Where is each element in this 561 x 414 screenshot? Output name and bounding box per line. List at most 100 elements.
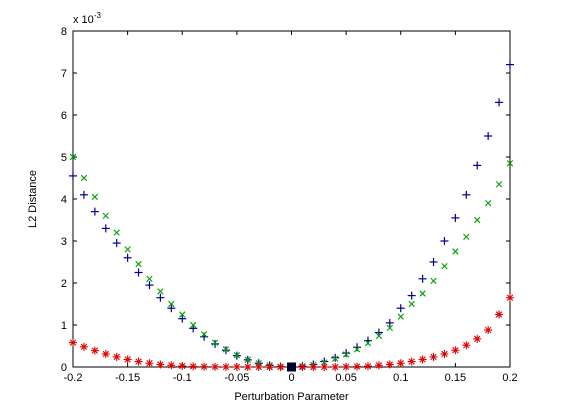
data-point-series-2 [69,153,77,161]
data-point-series-1 [495,98,504,107]
data-point-series-2 [364,339,372,347]
data-point-series-3 [331,363,340,371]
data-point-series-2 [474,216,481,224]
data-point-series-1 [418,274,427,283]
data-point-series-3 [69,338,77,347]
data-point-series-2 [91,193,99,201]
data-point-series-2 [463,233,470,240]
y-tick-label: 3 [61,236,67,248]
data-point-series-1 [112,239,121,248]
data-point-series-1 [429,258,438,266]
data-point-series-2 [80,174,88,182]
x-tick-label: 0.1 [393,372,408,384]
data-point-series-2 [452,248,459,255]
x-axis-label: Perturbation Parameter [234,391,349,403]
data-point-series-1 [178,314,187,323]
data-point-series-2 [189,321,197,329]
data-point-series-2 [211,339,219,346]
data-point-series-3 [418,355,427,364]
data-point-series-1 [101,224,110,233]
data-point-series-2 [244,356,251,364]
data-point-series-1 [156,293,165,302]
data-point-series-1 [211,339,220,348]
data-point-series-2 [157,288,164,295]
data-point-series-3 [396,359,405,368]
data-point-series-3 [156,360,165,369]
data-point-series-3 [232,362,241,371]
highlight-point [287,362,296,372]
data-point-series-1 [221,346,230,355]
y-tick-label: 4 [61,194,67,206]
y-tick-label: 0 [61,362,67,374]
data-point-series-1 [90,207,99,216]
data-point-series-3 [211,362,220,371]
data-point-series-2 [124,246,131,253]
data-point-series-3 [495,310,504,319]
data-point-series-2 [135,260,142,268]
data-point-series-2 [102,212,109,219]
data-point-series-3 [112,352,121,361]
x-tick-label: -0.2 [64,372,83,384]
data-point-series-3 [145,359,154,368]
data-point-series-2 [146,275,153,282]
data-point-series-2 [179,311,186,318]
data-point-series-3 [276,363,285,371]
y-axis-ticks: 0 1 2 3 4 5 6 7 8 [61,26,510,374]
y-axis-exponent-power: -3 [94,11,102,20]
data-point-series-2 [375,332,383,340]
data-point-series-2 [430,277,437,285]
y-axis-exponent-base: x 10 [73,14,94,26]
data-point-series-2 [484,200,492,207]
data-point-series-1 [167,304,176,313]
y-axis-exponent: x 10-3 [73,11,101,26]
data-point-series-1 [451,213,460,222]
axes-box [72,30,511,368]
data-point-series-1 [440,237,449,245]
data-point-series-1 [123,253,132,262]
y-tick-label: 2 [61,278,67,290]
data-point-series-2 [222,346,230,353]
y-tick-label: 7 [61,68,67,80]
y-tick-label: 6 [61,110,67,122]
data-point-series-3 [407,357,416,366]
data-point-series-1 [396,304,405,313]
x-tick-label: 0.2 [502,372,517,384]
data-point-series-2 [353,346,361,353]
data-point-series-1 [134,268,143,277]
data-point-series-1 [385,318,394,327]
data-markers [69,60,514,372]
data-point-series-1 [484,132,493,140]
plot-area [72,30,511,368]
data-point-series-3 [462,341,471,350]
data-point-series-3 [298,363,307,371]
x-axis-ticks: -0.2 -0.15 -0.1 -0.05 0 0.05 0.1 0.15 0.2 [64,31,518,384]
data-point-series-3 [484,326,493,335]
data-point-series-2 [495,181,503,188]
data-point-series-3 [429,352,438,361]
data-point-series-2 [419,290,426,297]
data-point-series-3 [320,363,329,371]
data-point-series-3 [123,355,132,364]
data-point-series-3 [243,363,252,371]
data-point-series-3 [178,361,187,370]
x-tick-label: 0 [288,372,294,384]
data-point-series-1 [407,291,416,300]
data-point-series-3 [342,362,351,371]
data-point-series-3 [506,293,514,302]
data-point-series-3 [363,362,372,371]
data-point-series-3 [200,362,209,371]
data-point-series-2 [168,300,175,308]
data-point-series-3 [353,362,362,371]
data-point-series-3 [385,360,394,369]
data-point-series-2 [506,160,514,167]
data-point-series-2 [408,300,415,308]
data-point-series-2 [113,229,120,236]
data-point-series-2 [441,263,448,270]
x-tick-label: -0.05 [224,372,249,384]
data-point-series-2 [233,352,241,359]
data-point-series-2 [386,324,394,332]
data-point-series-3 [440,349,449,358]
data-point-series-1 [473,161,482,170]
data-point-series-1 [342,349,351,358]
